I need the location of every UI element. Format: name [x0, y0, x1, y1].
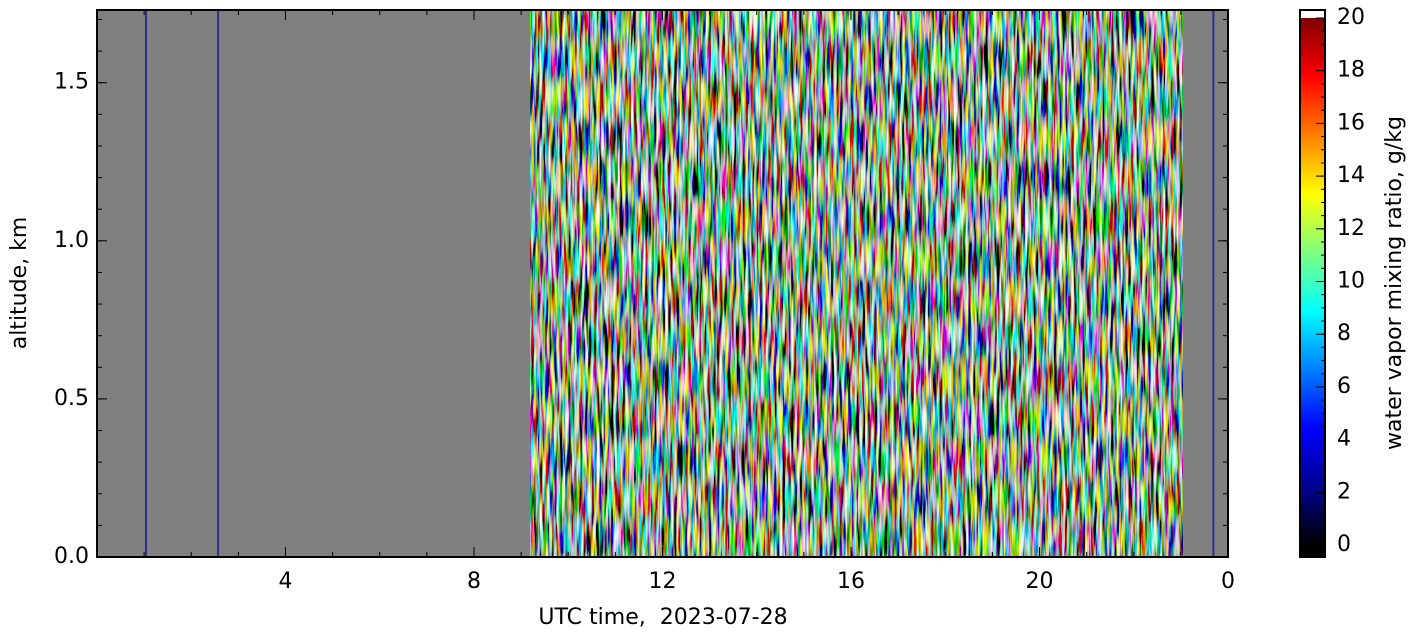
y-tick-label: 1.0	[54, 228, 89, 253]
colorbar-extension	[1300, 10, 1325, 18]
data-region	[530, 10, 1183, 557]
colorbar-tick-label: 4	[1337, 427, 1351, 452]
colorbar-tick-label: 8	[1337, 321, 1351, 346]
colorbar-tick-label: 0	[1337, 532, 1351, 557]
y-tick-label: 1.5	[54, 70, 89, 95]
y-tick-label: 0.5	[54, 386, 89, 411]
colorbar-tick-label: 16	[1337, 110, 1365, 135]
y-axis-label: altitude, km	[7, 217, 32, 350]
x-axis-label: UTC time, 2023-07-28	[538, 605, 787, 630]
colorbar-tick-label: 18	[1337, 58, 1365, 83]
colorbar-tick-label: 12	[1337, 216, 1365, 241]
x-tick-label: 8	[467, 569, 481, 594]
x-tick-label: 0	[1221, 569, 1235, 594]
colorbar-tick-label: 6	[1337, 374, 1351, 399]
x-tick-label: 20	[1026, 569, 1054, 594]
x-tick-label: 4	[279, 569, 293, 594]
colorbar-frame	[1299, 9, 1326, 558]
x-tick-label: 12	[649, 569, 677, 594]
colorbar-tick-label: 14	[1337, 163, 1365, 188]
y-tick-label: 0.0	[54, 544, 89, 569]
colorbar-label: water vapor mixing ratio, g/kg	[1382, 116, 1407, 450]
colorbar-tick-label: 10	[1337, 269, 1365, 294]
colorbar-tick-label: 20	[1337, 5, 1365, 30]
colorbar-tick-label: 2	[1337, 479, 1351, 504]
colorbar-lower-extension	[1301, 545, 1324, 556]
x-tick-label: 16	[837, 569, 865, 594]
